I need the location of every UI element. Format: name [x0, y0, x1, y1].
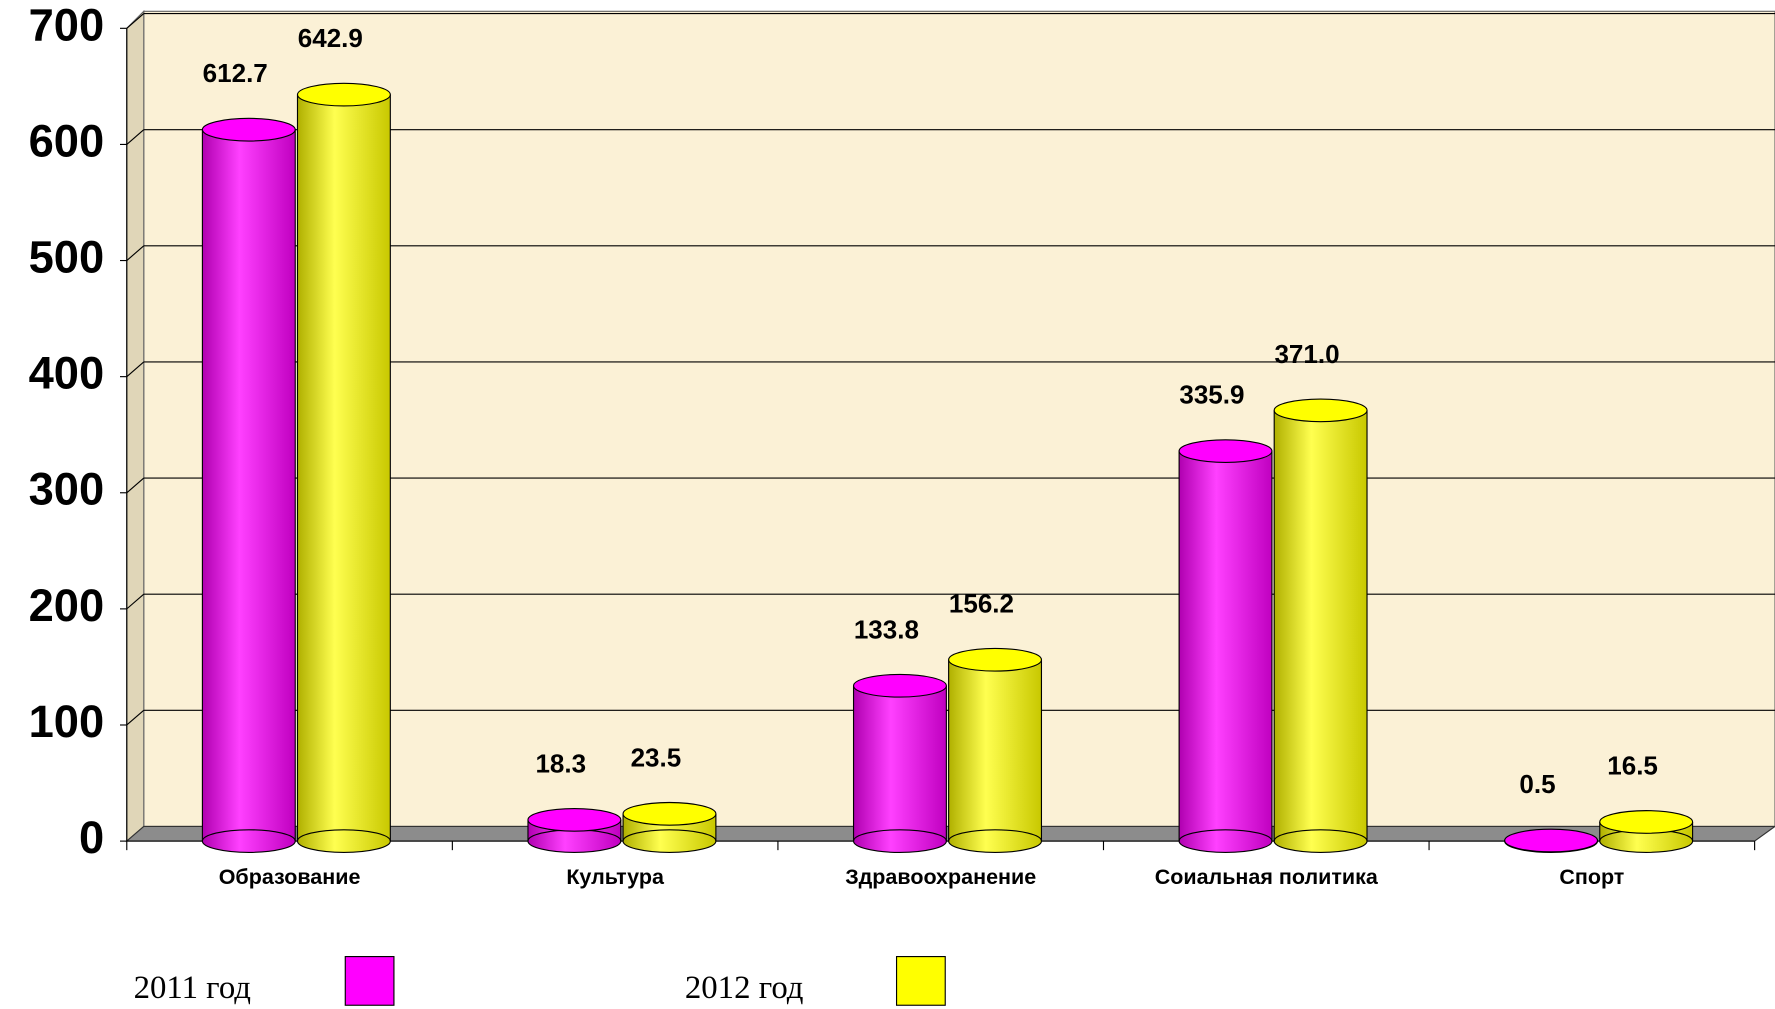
cylinder-bottom — [622, 829, 717, 853]
y-tick-label: 300 — [29, 464, 105, 515]
value-label: 371.0 — [1274, 339, 1339, 369]
value-label: 156.2 — [949, 588, 1014, 618]
cylinder-bottom — [527, 829, 622, 853]
cylinder-top — [1599, 810, 1694, 834]
cylinder-top — [1273, 398, 1368, 423]
cylinder-body — [202, 129, 296, 842]
value-label: 18.3 — [535, 748, 586, 778]
cylinder-body — [948, 659, 1042, 842]
grid-line-side — [126, 709, 145, 726]
cylinder-bottom — [296, 829, 391, 853]
x-tick-label: Соиальная политика — [1155, 865, 1379, 889]
cylinder-bottom — [852, 829, 947, 853]
value-label: 16.5 — [1607, 750, 1658, 780]
cylinder-top — [852, 673, 947, 698]
cylinder-body — [853, 685, 947, 842]
cylinder-top — [527, 807, 622, 832]
legend-label: 2011 год — [134, 970, 251, 1006]
x-tick-label: Образование — [219, 865, 361, 889]
cylinder-top — [1178, 439, 1273, 463]
y-tick-label: 0 — [79, 812, 104, 863]
grid-line-side — [126, 361, 145, 378]
grid-line-side — [126, 245, 145, 261]
y-tick-label: 200 — [29, 580, 105, 631]
y-tick-label: 600 — [29, 115, 105, 166]
y-tick-label: 400 — [29, 348, 105, 399]
grid-line-side — [126, 593, 145, 610]
cylinder-top — [296, 82, 391, 107]
y-tick-label: 100 — [29, 696, 105, 747]
cylinder-bottom — [948, 829, 1043, 853]
cylinder-bottom — [201, 829, 296, 853]
cylinder-top — [622, 801, 717, 826]
legend-label: 2012 год — [685, 970, 804, 1006]
x-tick-label: Здравоохранение — [845, 865, 1036, 889]
value-label: 612.7 — [203, 58, 268, 88]
cylinder-top — [201, 117, 296, 142]
side-wall — [126, 9, 145, 843]
cylinder-body — [297, 94, 391, 842]
cylinder-top — [948, 647, 1043, 672]
cylinder-body — [1274, 410, 1368, 842]
value-label: 23.5 — [631, 742, 682, 772]
value-label: 335.9 — [1179, 380, 1244, 410]
x-tick-label: Спорт — [1559, 865, 1624, 889]
legend-swatch — [344, 956, 395, 1006]
value-label: 0.5 — [1519, 769, 1555, 799]
grid-line-side — [126, 477, 145, 494]
cylinder-bottom — [1273, 829, 1368, 853]
value-label: 642.9 — [298, 23, 363, 53]
y-tick-label: 500 — [29, 232, 105, 283]
grid-line-side — [126, 129, 145, 145]
cylinder-body — [1179, 451, 1272, 842]
legend-swatch — [895, 956, 946, 1006]
grid-line-side — [126, 13, 145, 29]
cylinder-top — [1504, 828, 1599, 853]
value-label: 133.8 — [854, 614, 919, 644]
cylinder-bottom — [1178, 829, 1273, 853]
x-tick-label: Культура — [566, 865, 665, 889]
y-tick-label: 700 — [29, 0, 105, 50]
